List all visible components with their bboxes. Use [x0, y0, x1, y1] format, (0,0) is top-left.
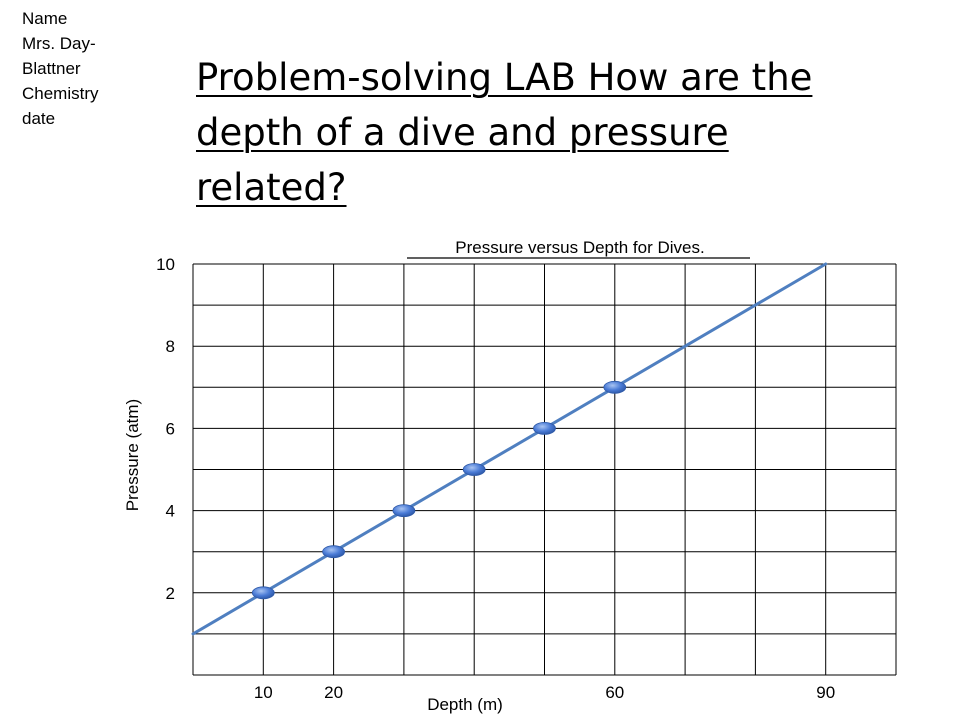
y-tick-label: 2	[166, 584, 175, 603]
chart-grid	[192, 263, 897, 676]
slide-title: Problem-solving LAB How are the depth of…	[196, 50, 896, 215]
y-tick-label: 4	[166, 502, 175, 521]
teacher-line-1: Mrs. Day-	[22, 34, 96, 53]
data-point	[322, 545, 346, 559]
header-block: Name Mrs. Day- Blattner Chemistry date	[22, 6, 162, 131]
data-series	[191, 262, 828, 636]
slide-title-line-2: depth of a dive and pressure	[196, 111, 729, 154]
name-line: Name	[22, 9, 68, 28]
y-tick-label: 6	[166, 419, 175, 438]
y-tick-label: 10	[156, 255, 175, 274]
x-axis-ticks: 10 20 60 90	[254, 683, 835, 702]
x-tick-label: 10	[254, 683, 273, 702]
data-point	[462, 463, 486, 476]
y-axis-label: Pressure (atm)	[123, 399, 142, 511]
subject-line: Chemistry	[22, 84, 99, 103]
x-tick-label: 60	[605, 683, 624, 702]
y-axis-ticks: 2 4 6 8 10	[156, 255, 175, 603]
y-tick-label: 8	[166, 337, 175, 356]
data-point	[603, 380, 627, 394]
slide-title-line-1: Problem-solving LAB How are the	[196, 56, 813, 99]
x-axis-label: Depth (m)	[427, 695, 503, 714]
slide-title-line-3: related?	[196, 166, 347, 209]
data-point	[251, 586, 275, 600]
data-point	[533, 421, 556, 435]
data-point	[392, 504, 416, 518]
teacher-line-2: Blattner	[22, 59, 81, 78]
trend-line	[191, 262, 828, 636]
chart-title: Pressure versus Depth for Dives.	[455, 238, 704, 257]
x-tick-label: 20	[324, 683, 343, 702]
date-line: date	[22, 109, 56, 128]
x-tick-label: 90	[816, 683, 835, 702]
